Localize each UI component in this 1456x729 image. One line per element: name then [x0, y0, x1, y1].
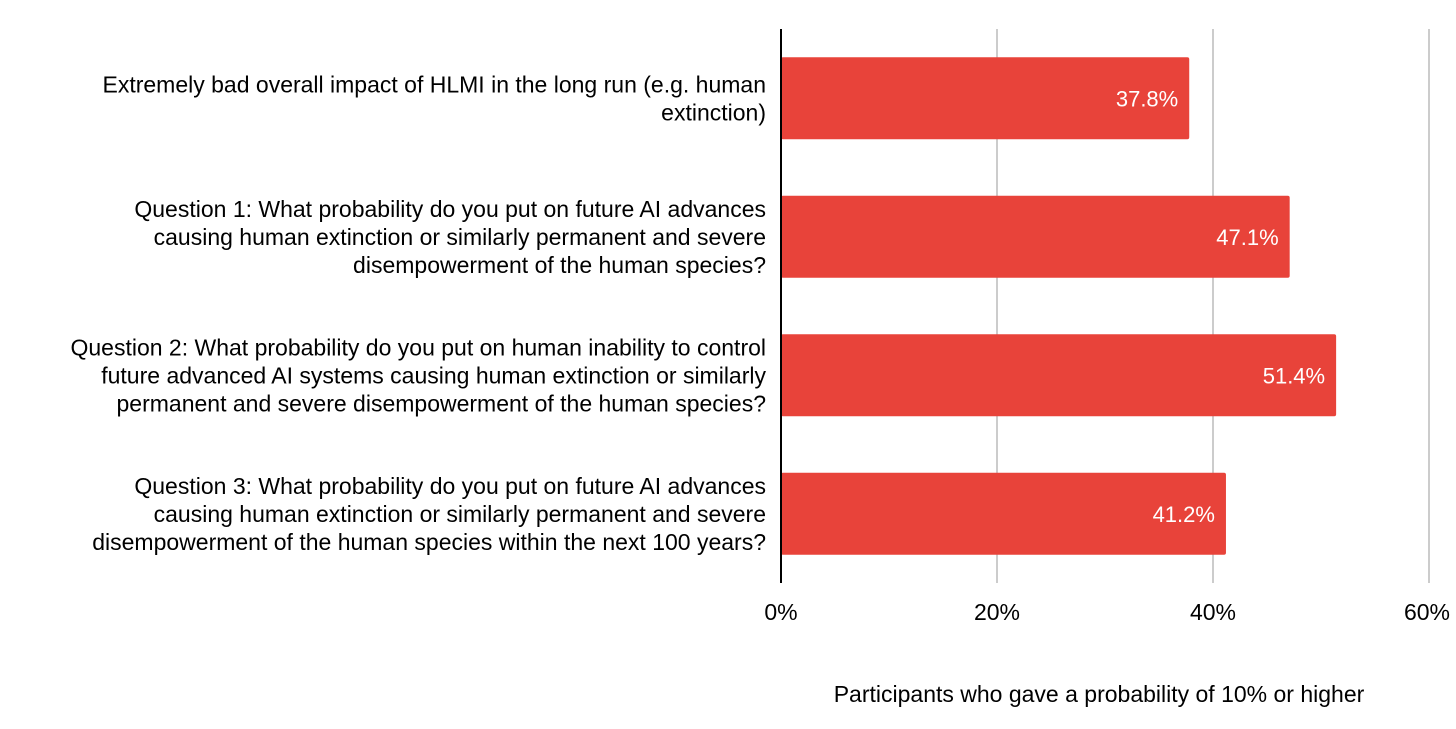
bar-4	[781, 472, 1226, 555]
bars: 37.8% 47.1% 51.4% 41.2%	[781, 57, 1337, 555]
category-label-2: Question 1: What probability do you put …	[134, 196, 766, 278]
bar-value-label-2: 47.1%	[1216, 225, 1278, 250]
x-axis-title: Participants who gave a probability of 1…	[834, 681, 1365, 707]
category-label-4: Question 3: What probability do you put …	[92, 473, 766, 555]
bar-3	[781, 334, 1337, 417]
category-label-line: Extremely bad overall impact of HLMI in …	[103, 71, 767, 97]
category-label-line: causing human extinction or similarly pe…	[154, 224, 766, 250]
bar-1	[781, 57, 1190, 140]
category-label-1: Extremely bad overall impact of HLMI in …	[103, 71, 767, 125]
bar-value-label-3: 51.4%	[1263, 363, 1325, 388]
bar-value-label-4: 41.2%	[1153, 502, 1215, 527]
category-label-line: disempowerment of the human species?	[353, 252, 766, 278]
bar-2	[781, 195, 1290, 278]
x-tick-labels: 0% 20% 40% 60%	[764, 599, 1450, 625]
category-label-line: disempowerment of the human species with…	[92, 529, 766, 555]
category-label-3: Question 2: What probability do you put …	[70, 334, 766, 416]
x-tick-label-40: 40%	[1190, 599, 1236, 625]
category-label-line: Question 1: What probability do you put …	[134, 196, 766, 222]
bar-value-label-1: 37.8%	[1116, 86, 1178, 111]
category-label-line: causing human extinction or similarly pe…	[154, 501, 766, 527]
category-labels: Extremely bad overall impact of HLMI in …	[70, 71, 766, 555]
x-tick-label-0: 0%	[764, 599, 797, 625]
category-label-line: permanent and severe disempowerment of t…	[117, 390, 766, 416]
x-tick-label-20: 20%	[974, 599, 1020, 625]
category-label-line: Question 3: What probability do you put …	[134, 473, 766, 499]
category-label-line: Question 2: What probability do you put …	[70, 334, 766, 360]
x-tick-label-60: 60%	[1404, 599, 1450, 625]
category-label-line: future advanced AI systems causing human…	[101, 362, 766, 388]
category-label-line: extinction)	[661, 99, 766, 125]
